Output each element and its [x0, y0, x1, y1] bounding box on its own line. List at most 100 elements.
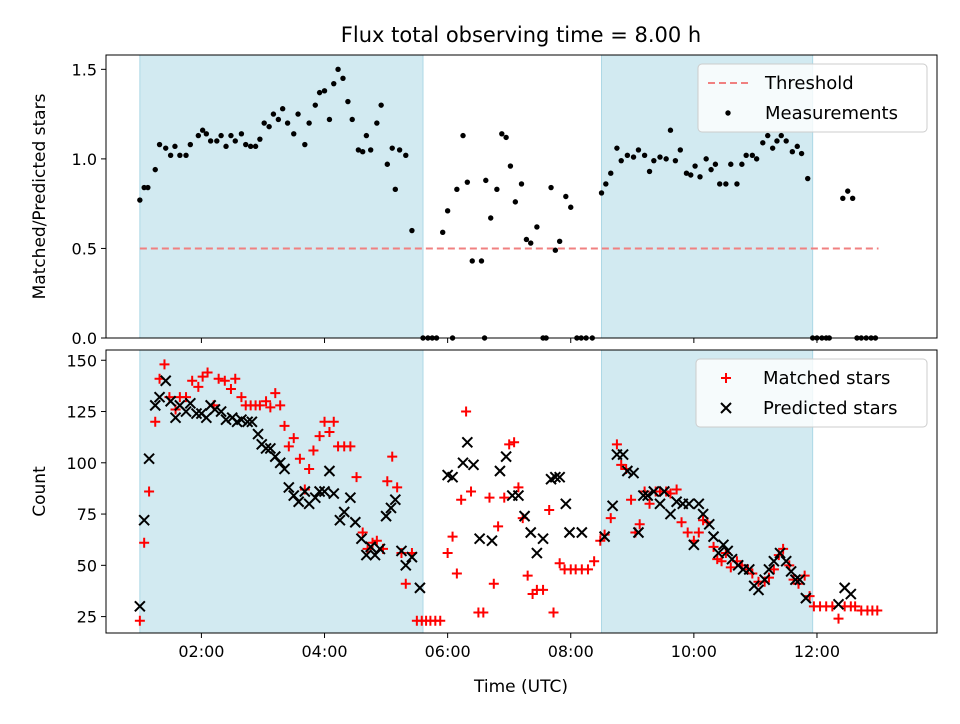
- predicted-star-point: [697, 508, 709, 520]
- predicted-star-point: [800, 592, 812, 604]
- measurement-point: [494, 186, 500, 193]
- matched-star-point: [304, 463, 315, 474]
- measurement-point: [141, 184, 147, 191]
- measurement-point: [238, 131, 245, 137]
- predicted-star-point: [299, 485, 311, 498]
- series-x-marks: [134, 375, 857, 613]
- measurement-point: [697, 174, 703, 180]
- predicted-star-point: [598, 530, 611, 543]
- legend-box: [697, 63, 928, 133]
- matched-star-point: [456, 494, 467, 505]
- x-tick-label: 04:00: [301, 642, 347, 661]
- predicted-star-point: [406, 551, 418, 563]
- predicted-star-point: [758, 573, 771, 586]
- measurement-point: [739, 161, 745, 167]
- measurement-point: [156, 141, 163, 148]
- measurement-point: [789, 149, 796, 155]
- measurement-point: [845, 188, 851, 194]
- measurement-point: [464, 179, 471, 185]
- predicted-star-point: [785, 565, 797, 578]
- matched-star-point: [611, 439, 622, 450]
- matched-star-point: [159, 359, 170, 370]
- measurement-point: [635, 147, 642, 153]
- legend-swatch-predicted: [720, 402, 732, 414]
- measurement-point: [345, 98, 351, 105]
- matched-star-point: [626, 494, 637, 505]
- matched-star-point: [230, 373, 241, 384]
- y-tick-label: 150: [66, 351, 97, 370]
- predicted-star-point: [693, 498, 705, 510]
- measurement-point: [257, 136, 263, 142]
- predicted-star-point: [313, 485, 326, 498]
- measurement-point: [403, 152, 409, 159]
- measurement-point: [316, 89, 323, 96]
- matched-star-point: [461, 406, 472, 417]
- measurement-point: [409, 227, 415, 234]
- measurement-point: [641, 152, 648, 159]
- predicted-star-point: [400, 559, 412, 572]
- measurement-point: [321, 88, 328, 94]
- predicted-star-point: [274, 457, 286, 469]
- matched-star-point: [139, 537, 150, 548]
- y-tick-label: 25: [77, 608, 97, 627]
- measurement-point: [326, 116, 333, 123]
- predicted-star-point: [664, 508, 677, 520]
- y-tick-label: 1.0: [72, 150, 97, 169]
- predicted-star-point: [780, 555, 792, 567]
- predicted-star-point: [138, 514, 150, 526]
- measurement-point: [518, 181, 525, 187]
- predicted-star-point: [215, 405, 227, 418]
- measurement-point: [608, 170, 614, 176]
- measurement-point: [214, 138, 220, 144]
- measurement-point: [743, 152, 749, 159]
- predicted-star-point: [344, 491, 357, 504]
- matched-star-point: [499, 492, 510, 503]
- predicted-star-point: [768, 555, 780, 567]
- predicted-star-point: [512, 489, 525, 502]
- predicted-star-point: [246, 416, 258, 428]
- predicted-star-point: [389, 493, 402, 506]
- y-tick-label: 125: [66, 403, 97, 422]
- legend-label: Predicted stars: [763, 398, 897, 419]
- matched-star-point: [716, 556, 727, 567]
- measurement-point: [614, 145, 620, 151]
- matched-star-point: [447, 531, 458, 542]
- matched-star-point: [872, 605, 883, 616]
- measurement-point: [199, 127, 206, 133]
- matched-star-point: [319, 416, 330, 427]
- measurement-point: [774, 138, 780, 144]
- matched-star-point: [308, 445, 319, 456]
- predicted-star-point: [658, 485, 671, 498]
- bottom-panel-counts: 25 50 75 100 125 150 02:00 04:00 06:00 08:00 10:00…: [30, 349, 938, 661]
- predicted-star-point: [832, 598, 845, 610]
- measurement-point: [302, 141, 308, 148]
- predicted-star-point: [143, 452, 155, 465]
- matched-star-point: [725, 562, 736, 573]
- measurement-point: [769, 145, 776, 151]
- matched-star-point: [554, 558, 565, 569]
- matched-star-point: [270, 388, 281, 399]
- measurement-point: [667, 127, 674, 133]
- y-tick-label: 0.5: [72, 239, 97, 258]
- measurement-point: [688, 172, 694, 178]
- matched-star-point: [833, 613, 844, 624]
- predicted-star-point: [617, 448, 629, 461]
- matched-star-point: [144, 486, 155, 497]
- predicted-star-point: [380, 510, 392, 522]
- matched-star-point: [451, 568, 462, 579]
- matched-star-point: [693, 527, 704, 538]
- matched-star-point: [682, 527, 693, 538]
- predicted-star-point: [553, 471, 566, 483]
- matched-star-point: [671, 484, 682, 495]
- measurement-point: [232, 138, 238, 144]
- x-tick-label: 12:00: [794, 642, 840, 661]
- measurement-point: [488, 215, 494, 221]
- predicted-star-point: [688, 539, 700, 551]
- matched-star-point: [850, 601, 861, 612]
- matched-star-point: [804, 591, 815, 602]
- y-tick-label: 100: [66, 454, 97, 473]
- measurement-point: [749, 152, 756, 159]
- matched-star-point: [605, 513, 616, 524]
- measurement-point: [266, 123, 272, 130]
